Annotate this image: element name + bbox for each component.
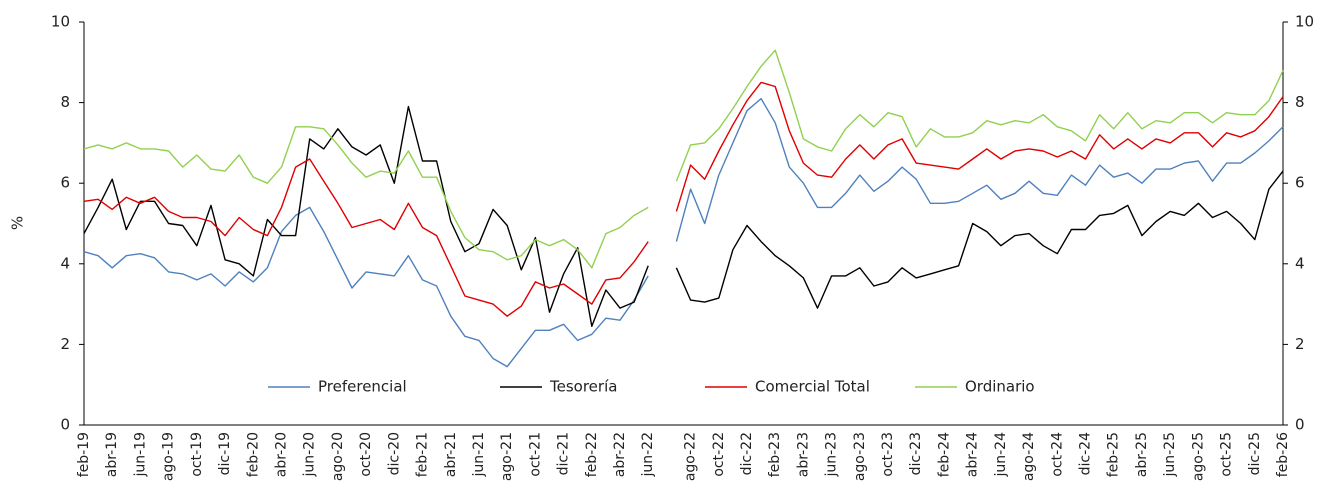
x-tick-label: jun-23	[824, 432, 840, 478]
y-tick-label: 10	[51, 13, 70, 31]
y2-tick-label: 2	[1295, 335, 1305, 353]
x-tick-label: oct-24	[1049, 432, 1065, 477]
x-tick-label: oct-25	[1219, 432, 1235, 477]
x-tick-label: feb-20	[245, 432, 261, 477]
x-tick-label: oct-20	[358, 432, 374, 477]
x-tick-label: abr-23	[795, 432, 811, 477]
series-line	[83, 49, 1284, 269]
x-tick-label: ago-22	[683, 432, 699, 481]
x-tick-label: ago-24	[1021, 432, 1037, 481]
x-tick-label: jun-22	[640, 432, 656, 478]
legend-label: Comercial Total	[755, 378, 870, 396]
x-tick-label: dic-25	[1247, 432, 1263, 475]
x-tick-label: jun-25	[1162, 432, 1178, 478]
x-tick-label: abr-20	[273, 432, 289, 477]
x-tick-label: abr-22	[612, 432, 628, 477]
x-tick-label: jun-19	[132, 432, 148, 478]
y-tick-label: 0	[60, 416, 70, 434]
x-tick-label: ago-21	[499, 432, 515, 481]
y2-tick-label: 4	[1295, 254, 1305, 272]
y-tick-label: 8	[60, 93, 70, 111]
x-tick-label: dic-20	[386, 432, 402, 475]
x-tick-label: feb-25	[1106, 432, 1122, 477]
y-axis-label: %	[9, 216, 27, 230]
x-tick-label: jun-20	[302, 432, 318, 478]
y2-tick-label: 0	[1295, 416, 1305, 434]
x-tick-label: feb-19	[76, 432, 92, 477]
y-tick-label: 2	[60, 335, 70, 353]
x-tick-label: dic-24	[1078, 432, 1094, 475]
x-tick-label: feb-21	[415, 432, 431, 477]
x-tick-label: dic-23	[908, 432, 924, 475]
x-tick-label: oct-22	[711, 432, 727, 477]
y2-tick-label: 6	[1295, 174, 1305, 192]
legend-label: Ordinario	[965, 378, 1035, 396]
series-line	[83, 97, 1284, 368]
x-tick-label: ago-19	[161, 432, 177, 481]
x-tick-label: oct-21	[527, 432, 543, 477]
y-tick-label: 6	[60, 174, 70, 192]
legend-label: Tesorería	[549, 378, 617, 396]
x-tick-label: dic-22	[739, 432, 755, 475]
x-tick-label: oct-19	[189, 432, 205, 477]
x-tick-label: jun-24	[993, 432, 1009, 478]
y-tick-label: 4	[60, 254, 70, 272]
x-tick-label: ago-20	[330, 432, 346, 481]
x-tick-label: feb-24	[936, 432, 952, 477]
x-tick-label: feb-22	[584, 432, 600, 477]
x-tick-label: abr-25	[1134, 432, 1150, 477]
x-tick-label: abr-24	[965, 432, 981, 477]
x-tick-label: ago-25	[1190, 432, 1206, 481]
x-tick-label: dic-21	[556, 432, 572, 475]
x-tick-label: feb-26	[1275, 432, 1291, 477]
series-line	[83, 105, 1284, 327]
x-tick-label: jun-21	[471, 432, 487, 478]
series-line	[83, 81, 1284, 317]
legend-label: Preferencial	[318, 378, 407, 396]
y2-tick-label: 10	[1295, 13, 1314, 31]
x-tick-label: abr-21	[443, 432, 459, 477]
x-tick-label: ago-23	[852, 432, 868, 481]
x-tick-label: dic-19	[217, 432, 233, 475]
x-tick-label: feb-23	[767, 432, 783, 477]
x-tick-label: oct-23	[880, 432, 896, 477]
x-tick-label: abr-19	[104, 432, 120, 477]
y2-tick-label: 8	[1295, 93, 1305, 111]
